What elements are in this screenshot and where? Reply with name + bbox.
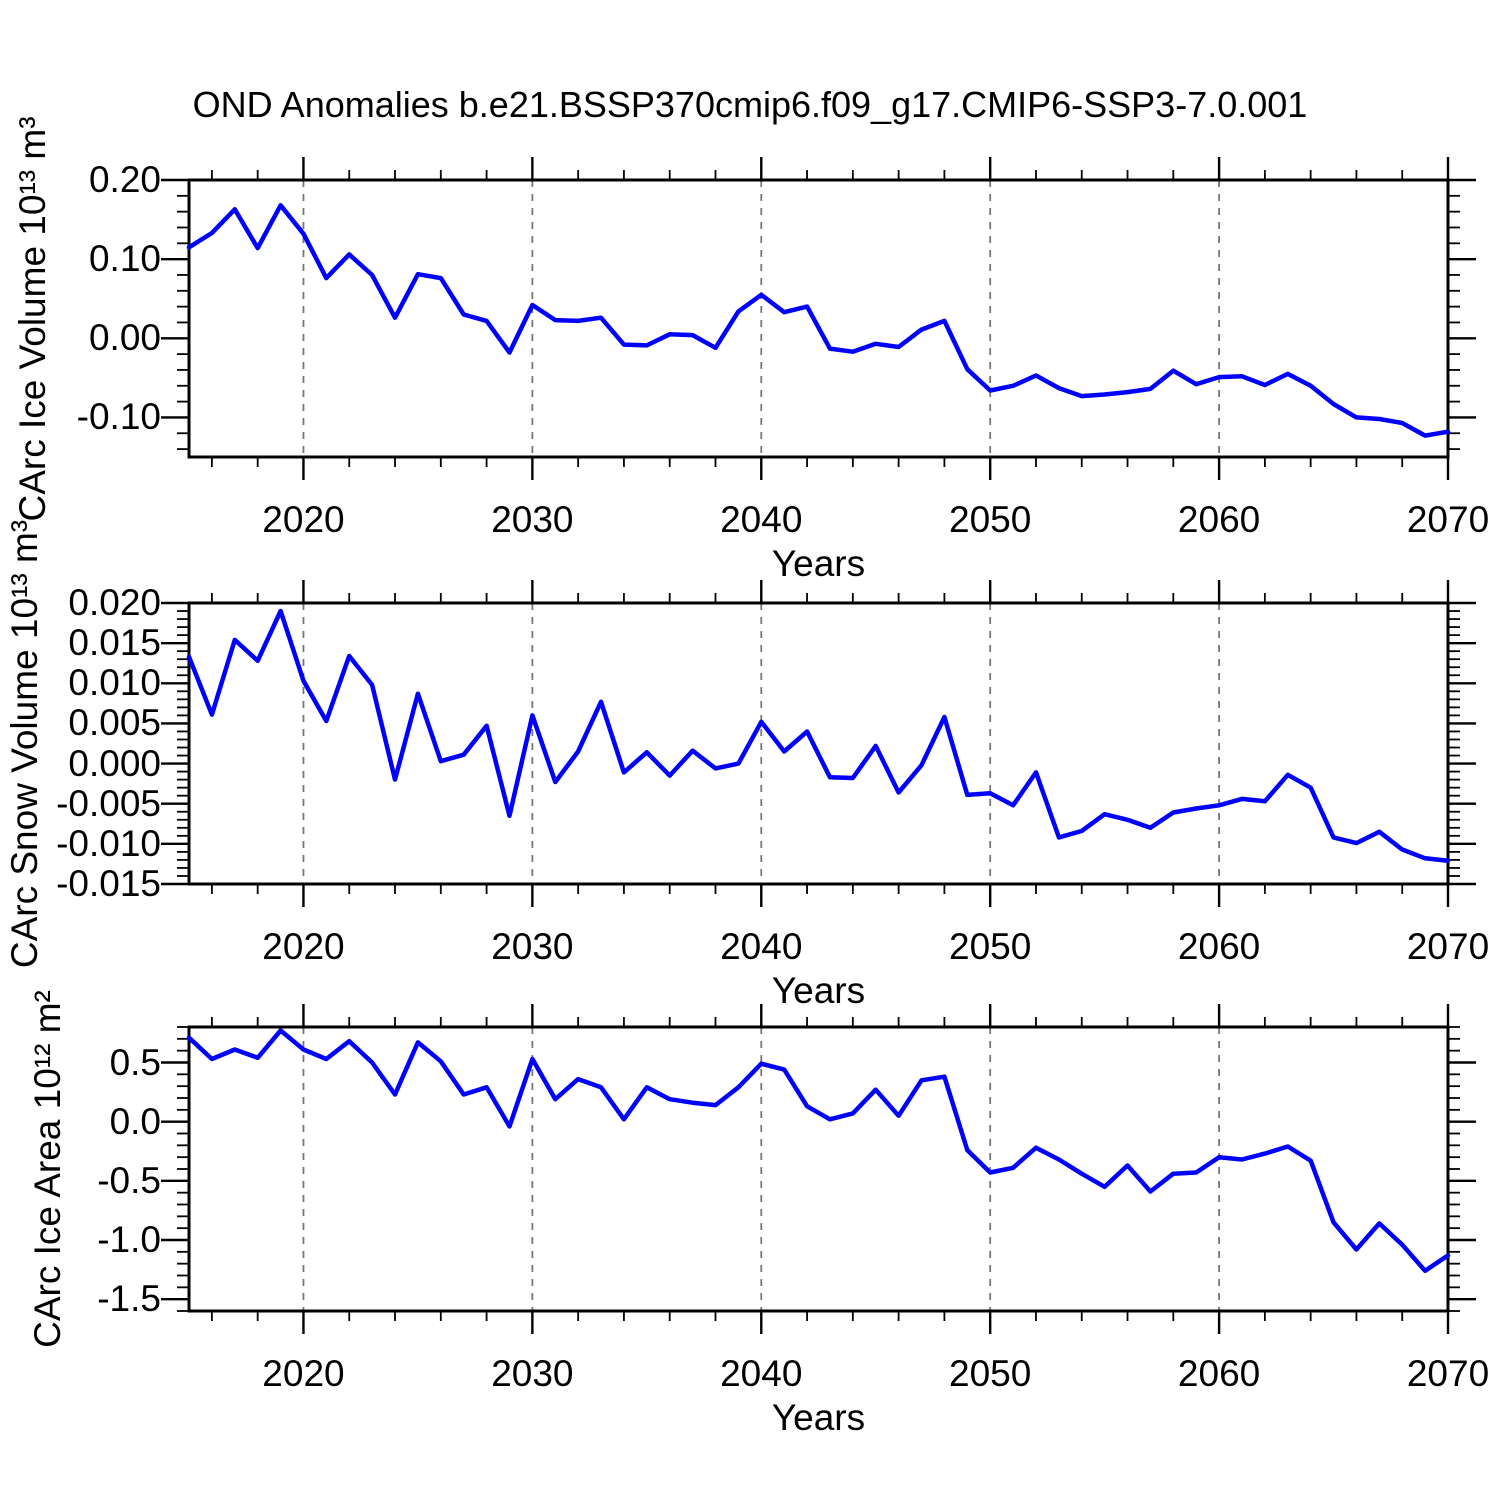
x-tick-label: 2020 [262, 926, 345, 967]
y-tick-label: -0.5 [97, 1159, 161, 1201]
y-tick-label: 0.20 [88, 159, 161, 200]
y-tick-label: 0.5 [109, 1041, 161, 1083]
y-tick-label: 0.0 [109, 1100, 161, 1142]
y-axis-title: CArc Snow Volume 10¹³ m³ [4, 519, 45, 968]
y-tick-label: -0.10 [76, 396, 161, 438]
y-tick-label: 0.005 [68, 702, 161, 744]
y-tick-label: 0.020 [68, 582, 161, 623]
y-tick-label: 0.000 [68, 742, 161, 784]
y-tick-label: 0.015 [68, 622, 161, 664]
x-tick-label: 2030 [491, 926, 574, 967]
x-tick-label: 2060 [1177, 499, 1261, 540]
y-axis-title: CArc Ice Volume 10¹³ m³ [12, 115, 53, 522]
y-tick-label: 0.010 [68, 662, 161, 704]
chart-title: OND Anomalies b.e21.BSSP370cmip6.f09_g17… [192, 84, 1308, 125]
x-tick-label: 2070 [1406, 499, 1490, 540]
x-axis-title: Years [771, 543, 866, 584]
y-tick-label: -0.015 [56, 863, 161, 904]
y-tick-label: -0.005 [56, 782, 161, 824]
y-tick-label: -1.5 [97, 1278, 161, 1320]
y-tick-label: -0.010 [56, 822, 161, 864]
x-tick-label: 2050 [949, 926, 1032, 967]
x-tick-label: 2020 [262, 499, 345, 540]
y-axis-title: CArc Ice Area 10¹² m² [27, 990, 68, 1348]
y-tick-label: 0.10 [88, 238, 161, 280]
x-tick-label: 2030 [491, 1353, 574, 1394]
x-tick-label: 2050 [949, 499, 1032, 540]
x-tick-label: 2040 [720, 926, 803, 967]
x-tick-label: 2060 [1177, 1353, 1261, 1394]
x-axis-title: Years [771, 970, 866, 1011]
x-tick-label: 2050 [949, 1353, 1032, 1394]
x-tick-label: 2040 [720, 1353, 803, 1394]
x-tick-label: 2070 [1406, 1353, 1490, 1394]
x-axis-title: Years [771, 1397, 866, 1438]
x-tick-label: 2040 [720, 499, 803, 540]
x-tick-label: 2060 [1177, 926, 1261, 967]
y-tick-label: 0.00 [88, 317, 161, 359]
x-tick-label: 2020 [262, 1353, 345, 1394]
y-tick-label: -1.0 [97, 1219, 161, 1260]
x-tick-label: 2030 [491, 499, 574, 540]
x-tick-label: 2070 [1406, 926, 1490, 967]
